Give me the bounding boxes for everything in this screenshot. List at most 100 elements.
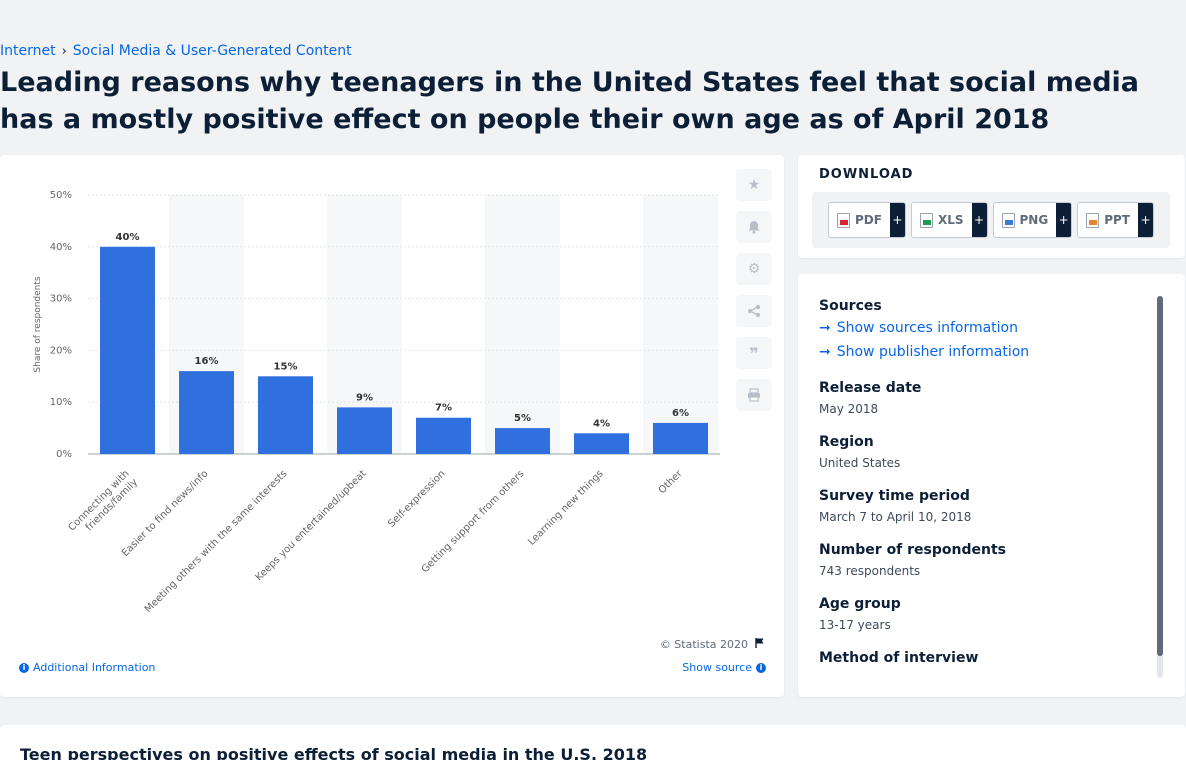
png-file-icon [1001,212,1015,228]
plus-icon: + [971,203,987,237]
data-label: 5% [514,413,531,424]
method-block: Method of interview [819,648,1149,668]
download-title: DOWNLOAD [819,167,914,182]
y-tick-label: 40% [50,242,72,253]
show-source-label: Show source [682,661,752,674]
respondents-block: Number of respondents 743 respondents [819,540,1149,580]
chart-toolbar: ★ ⚙ ❞ [736,169,772,411]
data-label: 9% [356,392,373,403]
x-tick-label: Connecting withfriends/family [66,468,140,542]
x-tick-label: Self-expression [386,468,447,529]
respondents-label: Number of respondents [819,542,1006,558]
x-tick-label: Meeting others with the same interests [143,468,290,615]
bar [100,246,155,454]
y-tick-label: 20% [50,345,72,356]
page-title: Leading reasons why teenagers in the Uni… [0,67,1139,135]
release-date-label: Release date [819,380,922,396]
ppt-file-icon [1086,212,1100,228]
data-label: 15% [274,361,298,372]
breadcrumb-separator: › [61,43,67,59]
breadcrumb: Internet › Social Media & User-Generated… [0,43,352,59]
info-list: Sources ➞ Show sources information ➞ Show … [819,296,1149,682]
download-buttons: PDF + XLS + PNG + PPT + [812,192,1170,248]
show-publisher-label: Show publisher information [836,344,1030,360]
survey-period-label: Survey time period [819,488,970,504]
related-statistic-title[interactable]: Teen perspectives on positive effects of… [20,745,648,760]
age-group-value: 13-17 years [819,618,891,632]
bar [416,417,471,454]
arrow-right-icon: ➞ [819,344,831,360]
show-sources-link[interactable]: ➞ Show sources information [819,316,1149,340]
info-icon: i [19,662,29,673]
chart-panel: 0% 10% 20% 30% 40% 50% Share of respondents 40%… [0,155,784,697]
data-label: 4% [593,418,610,429]
download-panel: DOWNLOAD PDF + XLS + PNG + PPT + [798,155,1185,258]
xls-file-icon [919,212,933,228]
statistic-info-panel: Sources ➞ Show sources information ➞ Show … [798,274,1185,697]
quote-icon[interactable]: ❞ [736,337,772,369]
data-label: 40% [116,232,140,243]
info-scrollbar[interactable] [1157,296,1163,678]
show-source-link[interactable]: Show source i [682,661,766,674]
y-tick-label: 30% [50,294,72,305]
release-date-block: Release date May 2018 [819,378,1149,418]
download-xls-label: XLS [937,213,964,227]
additional-information-label: Additional Information [33,661,156,674]
respondents-value: 743 respondents [819,564,921,578]
bar [337,407,392,454]
y-tick-label: 0% [56,449,72,460]
data-label: 7% [435,403,452,414]
arrow-right-icon: ➞ [819,320,831,336]
pdf-file-icon [837,212,850,228]
show-sources-label: Show sources information [836,320,1018,336]
download-png-button[interactable]: PNG + [992,202,1073,238]
download-pdf-button[interactable]: PDF + [828,202,906,238]
breadcrumb-link-social-media[interactable]: Social Media & User-Generated Content [72,43,352,59]
survey-period-value: March 7 to April 10, 2018 [819,510,972,524]
copyright-notice: © Statista 2020 [660,637,766,652]
copyright-text: © Statista 2020 [659,638,748,651]
region-value: United States [819,456,901,470]
bar [574,433,629,454]
star-icon[interactable]: ★ [736,169,772,201]
scrollbar-thumb[interactable] [1157,296,1163,656]
column-band [643,195,718,454]
sources-label: Sources [819,298,882,314]
additional-information-link[interactable]: i Additional Information [19,661,155,674]
x-tick-label: Learning new things [526,468,605,547]
related-statistic-panel: Teen perspectives on positive effects of… [0,725,1186,760]
gear-icon[interactable]: ⚙ [736,253,772,285]
bar [653,422,708,454]
survey-period-block: Survey time period March 7 to April 10, … [819,486,1149,526]
y-axis-title: Share of respondents [33,276,43,373]
region-label: Region [819,434,874,450]
data-label: 6% [672,408,689,419]
plus-icon: + [1056,203,1072,237]
download-pdf-label: PDF [855,213,882,227]
share-icon[interactable] [736,295,772,327]
print-icon[interactable] [736,379,772,411]
breadcrumb-link-internet[interactable]: Internet [0,43,56,59]
data-label: 16% [195,356,219,367]
column-band [485,195,560,454]
bar-chart: 0% 10% 20% 30% 40% 50% Share of respondents 40%… [33,190,720,615]
bar [258,376,313,454]
x-tick-label: Other [657,468,685,496]
download-png-label: PNG [1019,213,1049,227]
method-label: Method of interview [819,650,979,666]
bell-icon[interactable] [736,211,772,243]
info-icon: i [756,662,766,673]
page-header-area [0,0,1186,150]
release-date-value: May 2018 [819,402,879,416]
bar [179,371,234,454]
plus-icon: + [889,203,905,237]
download-ppt-button[interactable]: PPT + [1077,202,1154,238]
download-xls-button[interactable]: XLS + [910,202,988,238]
flag-icon[interactable] [754,637,766,652]
download-ppt-label: PPT [1104,213,1130,227]
show-publisher-link[interactable]: ➞ Show publisher information [819,340,1149,364]
sources-block: Sources ➞ Show sources information ➞ Show … [819,296,1149,364]
age-group-label: Age group [819,596,901,612]
bar [495,428,550,454]
age-group-block: Age group 13-17 years [819,594,1149,634]
